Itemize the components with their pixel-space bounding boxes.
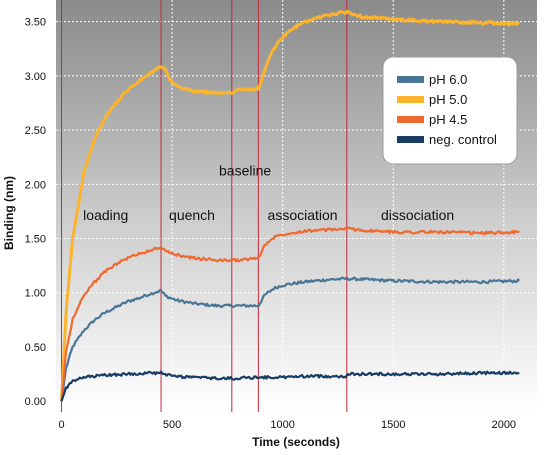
legend-label-3: neg. control [429,132,497,147]
x-tick-label-4: 2000 [492,419,516,431]
series-lines [60,9,521,402]
y-tick-label-1: 0.50 [25,342,46,354]
y-tick-label-2: 1.00 [25,288,46,300]
legend: pH 6.0 pH 5.0 pH 4.5 neg. control [382,56,518,165]
x-tick-label-0: 0 [58,419,64,431]
phase-label-1: quench [169,207,215,223]
y-axis-title: Binding (nm) [2,176,16,250]
legend-swatch-2 [397,116,424,123]
legend-swatch-0 [397,76,424,83]
y-tick-label-7: 3.50 [25,17,46,29]
tick-labels: 0.00 0.50 1.00 1.50 2.00 2.50 3.00 3.50 0 500 1000… [25,17,516,431]
phase-label-0: loading [83,207,128,223]
x-tick-label-1: 500 [163,419,181,431]
y-tick-label-5: 2.50 [25,125,46,137]
series-line-2 [60,226,520,402]
y-tick-label-0: 0.00 [25,396,46,408]
phase-label-4: dissociation [381,207,454,223]
series-line-3 [60,370,520,402]
y-tick-label-4: 2.00 [25,179,46,191]
phase-label-3: association [268,207,338,223]
x-tick-label-3: 1500 [381,419,405,431]
legend-label-2: pH 4.5 [429,112,467,127]
y-tick-label-3: 1.50 [25,234,46,246]
series-line-1 [60,9,521,402]
legend-swatch-3 [397,136,424,143]
series-line-0 [60,276,521,402]
legend-label-0: pH 6.0 [429,72,467,87]
phase-labels: loading quench baseline association dissocia… [83,163,454,223]
legend-label-1: pH 5.0 [429,92,467,107]
x-tick-label-2: 1000 [270,419,294,431]
y-tick-label-6: 3.00 [25,71,46,83]
x-axis-title: Time (seconds) [252,435,340,449]
legend-swatch-1 [397,96,424,103]
phase-label-2: baseline [219,163,271,179]
